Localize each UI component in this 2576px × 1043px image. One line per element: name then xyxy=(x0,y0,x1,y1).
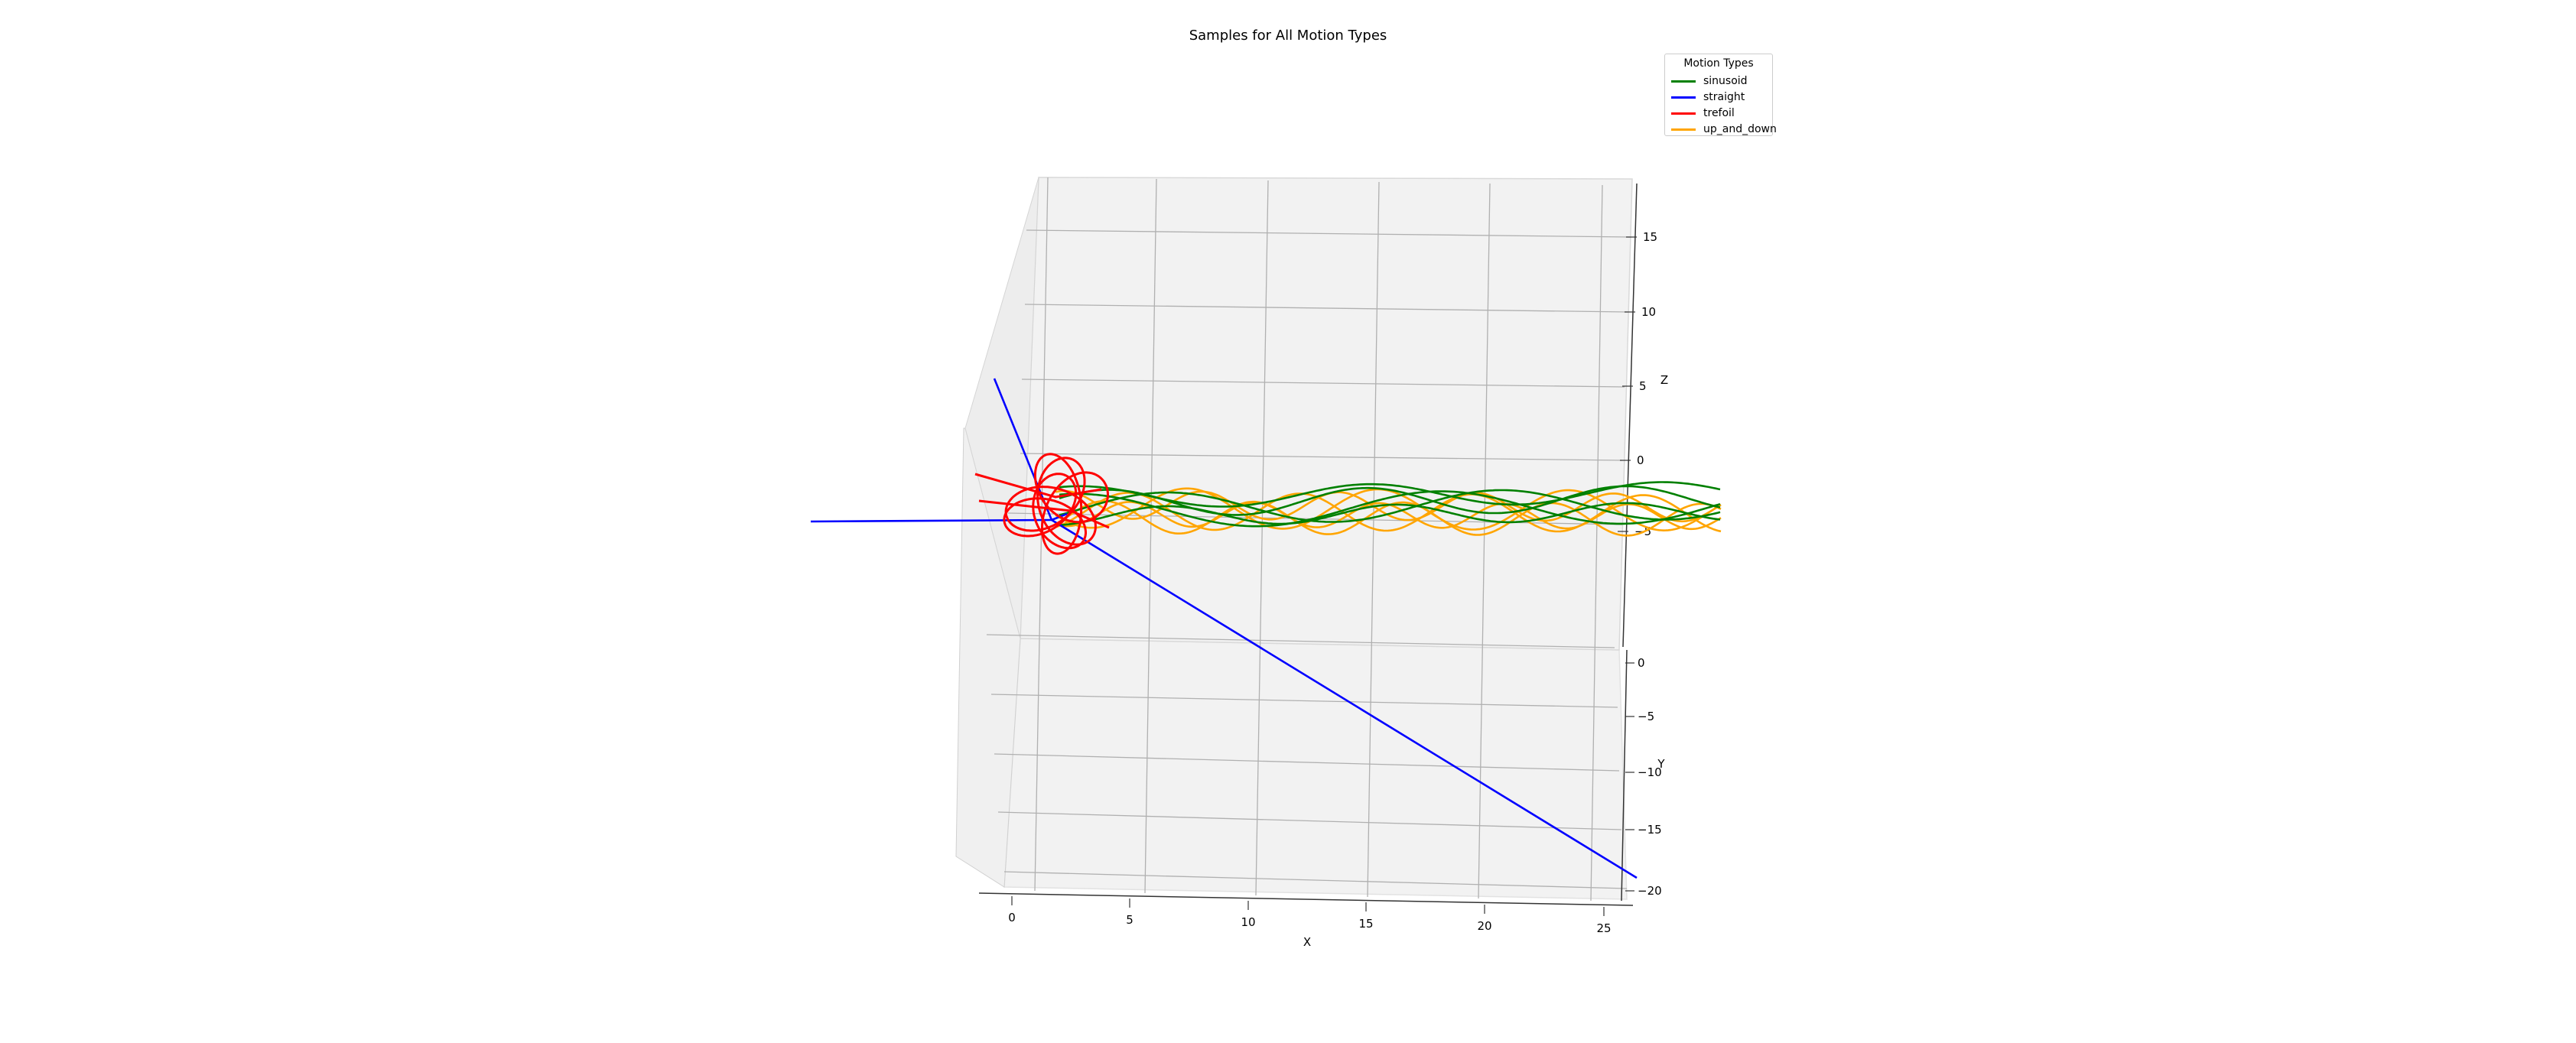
grid-line-z xyxy=(1021,379,1625,388)
grid-line-y xyxy=(994,753,1620,772)
legend-label: sinusoid xyxy=(1703,75,1748,87)
legend-item-straight: straight xyxy=(1671,89,1745,105)
grid-line-z xyxy=(1020,453,1623,461)
legend-label: trefoil xyxy=(1703,107,1735,119)
legend-item-up-and-down: up_and_down xyxy=(1671,122,1777,137)
x-tick-label: 25 xyxy=(1596,921,1611,935)
grid-line-z xyxy=(1024,304,1628,313)
x-tick-label: 15 xyxy=(1358,917,1373,931)
grid-line-x xyxy=(1144,178,1157,894)
y-tick-label: 0 xyxy=(1638,656,1645,670)
x-axis-label: X xyxy=(1303,935,1311,949)
grid-line-y xyxy=(997,811,1622,830)
z-tick-label: 15 xyxy=(1643,230,1657,244)
z-tick-label: 5 xyxy=(1639,379,1647,393)
legend-swatch xyxy=(1671,80,1696,83)
grid-line-x xyxy=(1255,180,1269,896)
legend: Motion Types sinusoid straight trefoil u… xyxy=(1664,54,1777,136)
sinusoid-line xyxy=(1059,490,1721,528)
sinusoid-line xyxy=(1059,489,1721,523)
x-tick-label: 0 xyxy=(1008,911,1016,924)
back-pane xyxy=(1020,177,1633,651)
sinusoid-line xyxy=(1059,502,1721,527)
trefoil-line xyxy=(1033,453,1109,555)
sinusoid-line xyxy=(1059,485,1721,516)
x-tick-label: 20 xyxy=(1477,919,1491,933)
straight-line xyxy=(993,378,1053,521)
y-tick-label: −15 xyxy=(1638,823,1662,837)
grid-line-y xyxy=(1003,871,1628,889)
legend-title: Motion Types xyxy=(1683,57,1754,70)
data-curves xyxy=(810,378,1722,879)
legend-swatch xyxy=(1671,128,1696,131)
x-axis-line xyxy=(978,892,1634,906)
y-tick-label: −5 xyxy=(1638,710,1654,723)
y-axis-line xyxy=(1621,649,1628,902)
legend-label: up_and_down xyxy=(1703,123,1777,135)
legend-label: straight xyxy=(1703,91,1745,103)
z-tick-label: 0 xyxy=(1637,453,1644,467)
z-tick-label: 10 xyxy=(1641,305,1656,319)
trefoil-line xyxy=(978,499,1110,529)
chart-title: Samples for All Motion Types xyxy=(1189,28,1387,44)
x-tick-label: 10 xyxy=(1241,915,1255,929)
grid-line-y xyxy=(990,694,1618,708)
straight-line xyxy=(1051,518,1638,879)
y-tick-label: −20 xyxy=(1638,884,1662,898)
legend-item-trefoil: trefoil xyxy=(1671,106,1735,121)
grid-line-x xyxy=(1478,183,1491,899)
legend-swatch xyxy=(1671,112,1696,115)
trefoil-line xyxy=(1004,457,1097,546)
straight-line xyxy=(810,518,1052,523)
grid-line-y xyxy=(986,634,1615,648)
trefoil-line xyxy=(1003,473,1087,550)
legend-item-sinusoid: sinusoid xyxy=(1671,73,1748,89)
grid-line-z xyxy=(1026,229,1631,238)
z-axis-label: Z xyxy=(1660,373,1668,387)
legend-swatch xyxy=(1671,96,1696,99)
axis-lines xyxy=(978,183,1638,906)
z-axis-line xyxy=(1622,183,1638,648)
axis-panes xyxy=(955,177,1633,900)
y-axis-label: Y xyxy=(1657,757,1665,771)
grid-line-x xyxy=(1367,181,1380,898)
x-tick-label: 5 xyxy=(1126,913,1134,927)
trefoil-line xyxy=(974,473,1102,499)
y-tick-label: −10 xyxy=(1638,765,1662,779)
side-pane-upper xyxy=(964,177,1039,639)
grid-line-x xyxy=(1590,184,1603,902)
